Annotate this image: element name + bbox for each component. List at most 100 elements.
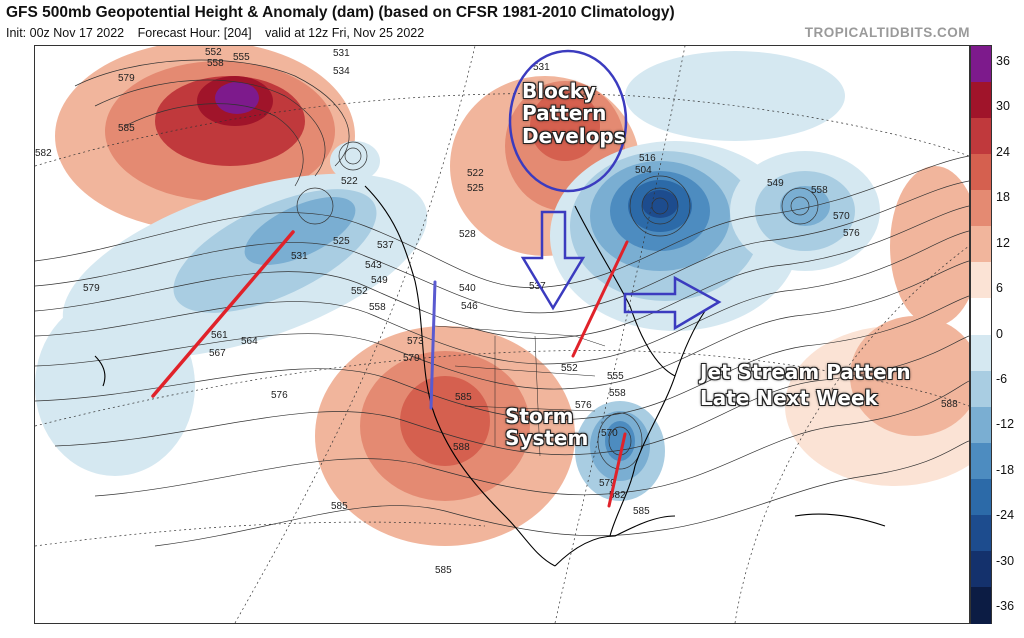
contour-label: 552 <box>351 286 368 297</box>
graticule <box>35 46 969 623</box>
contour-label: 567 <box>209 348 226 359</box>
colorbar-segment <box>971 298 991 336</box>
source-watermark: TROPICALTIDBITS.COM <box>804 25 970 40</box>
contour-labels: 552 555 558 531 534 579 585 582 579 522 … <box>35 47 958 576</box>
colorbar-label: -18 <box>996 462 1015 477</box>
anomaly-map: 552 555 558 531 534 579 585 582 579 522 … <box>34 45 970 624</box>
contour-label: 579 <box>403 353 420 364</box>
blocky-pattern-label: Blocky Pattern Develops <box>522 79 626 148</box>
forecast-info: Init: 00z Nov 17 2022 Forecast Hour: [20… <box>6 26 434 40</box>
contour-label: 525 <box>333 236 350 247</box>
anomaly-fields <box>35 46 969 546</box>
contour-label: 576 <box>843 228 860 239</box>
contour-label: 558 <box>609 388 626 399</box>
colorbar-segment <box>971 586 991 624</box>
colorbar-label: 18 <box>996 190 1010 205</box>
contour-label: 534 <box>333 66 350 77</box>
colorbar-segment <box>971 226 991 264</box>
contour-label: 585 <box>435 565 452 576</box>
contour-label: 555 <box>607 371 624 382</box>
colorbar-label: -36 <box>996 599 1015 613</box>
contour-label: 579 <box>83 283 100 294</box>
contour-label: 531 <box>333 48 350 59</box>
forecast-hour: Forecast Hour: [204] <box>137 26 252 40</box>
blocky-line-2: Pattern <box>522 101 607 126</box>
contour-label: 537 <box>377 240 394 251</box>
contour-label: 585 <box>633 506 650 517</box>
contour-label: 570 <box>833 211 850 222</box>
colorbar-segment <box>971 514 991 552</box>
colorbar-segment <box>971 550 991 588</box>
contour-label: 555 <box>233 52 250 63</box>
colorbar-segment <box>971 442 991 480</box>
pacific-trough-line <box>151 230 295 398</box>
contour-label: 579 <box>118 73 135 84</box>
colorbar-segment <box>971 406 991 444</box>
contour-label: 549 <box>371 275 388 286</box>
colorbar-label: 12 <box>996 235 1010 250</box>
down-arrow <box>520 210 586 311</box>
colorbar-segment <box>971 190 991 228</box>
height-contours <box>35 59 969 547</box>
contour-label: 531 <box>291 251 308 262</box>
colorbar-label: 30 <box>996 99 1010 114</box>
colorbar-label: 0 <box>996 326 1003 341</box>
contour-label: 549 <box>767 178 784 189</box>
contour-label: 558 <box>207 58 224 69</box>
contour-label: 570 <box>601 428 618 439</box>
blocky-line-3: Develops <box>522 123 626 148</box>
contour-label: 543 <box>365 260 382 271</box>
contour-label: 558 <box>369 302 386 313</box>
contour-label: 516 <box>639 153 656 164</box>
trough-axis-lines <box>151 230 629 508</box>
contour-label: 564 <box>241 336 258 347</box>
ridge-axis-line <box>429 280 437 410</box>
valid-time: valid at 12z Fri, Nov 25 2022 <box>265 26 425 40</box>
colorbar-segment <box>971 46 991 83</box>
contour-label: 522 <box>467 168 484 179</box>
colorbar-segment <box>971 478 991 516</box>
colorbar-segment <box>971 370 991 408</box>
coastlines <box>94 185 886 567</box>
jet-line-2: Late Next Week <box>700 385 878 410</box>
init-time: Init: 00z Nov 17 2022 <box>6 26 125 40</box>
anomaly-colorbar <box>970 45 992 624</box>
colorbar-segment <box>971 82 991 120</box>
contour-label: 546 <box>461 301 478 312</box>
contour-label: 552 <box>205 47 222 58</box>
contour-label: 573 <box>407 336 424 347</box>
blocky-pattern-circle <box>508 49 628 193</box>
jet-stream-label: Jet Stream Pattern Late Next Week <box>700 360 911 411</box>
colorbar-label: -6 <box>996 371 1008 386</box>
state-borders <box>434 325 606 457</box>
contour-label: 522 <box>341 176 358 187</box>
colorbar-segment <box>971 118 991 156</box>
contour-label: 585 <box>118 123 135 134</box>
contour-label: 504 <box>635 165 652 176</box>
colorbar-label: -30 <box>996 553 1015 568</box>
colorbar-segment <box>971 334 991 372</box>
jet-line-1: Jet Stream Pattern <box>700 360 911 384</box>
contour-label: 579 <box>599 478 616 489</box>
contour-label: 561 <box>211 330 228 341</box>
colorbar-label: 36 <box>996 54 1010 68</box>
contour-label: 588 <box>453 442 470 453</box>
contour-label: 540 <box>459 283 476 294</box>
colorbar-segment <box>971 154 991 192</box>
contour-label: 582 <box>35 148 52 159</box>
colorbar-label: -24 <box>996 508 1015 523</box>
contour-label: 588 <box>941 399 958 410</box>
storm-system-label: Storm System <box>505 405 588 450</box>
contour-label: 576 <box>575 400 592 411</box>
contour-label: 558 <box>811 185 828 196</box>
contour-label: 537 <box>529 281 546 292</box>
blocky-line-1: Blocky <box>522 79 597 103</box>
contour-label: 552 <box>561 363 578 374</box>
map-canvas: 552 555 558 531 534 579 585 582 579 522 … <box>35 46 969 623</box>
contour-label: 576 <box>271 390 288 401</box>
chart-title: GFS 500mb Geopotential Height & Anomaly … <box>6 4 675 21</box>
contour-label: 585 <box>331 501 348 512</box>
colorbar-label: 6 <box>996 281 1003 296</box>
storm-line-1: Storm <box>505 404 574 428</box>
east-trough-line <box>571 240 629 358</box>
